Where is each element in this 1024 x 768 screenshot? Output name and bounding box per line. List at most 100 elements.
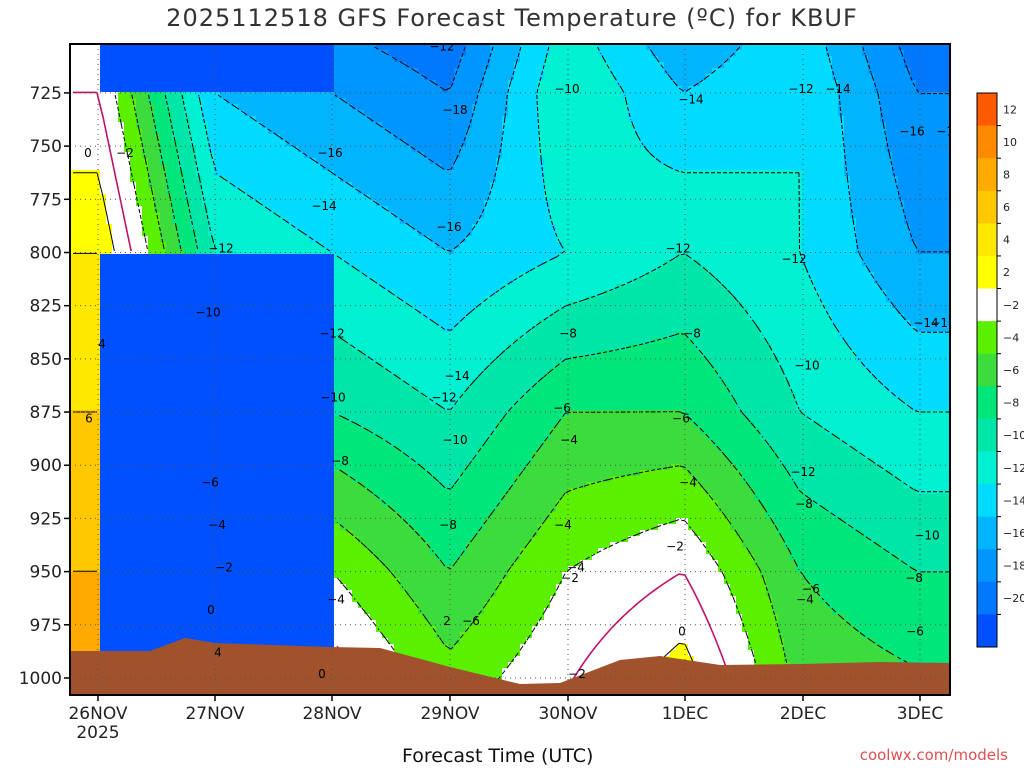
temperature-cell [880, 56, 887, 63]
temperature-cell [274, 56, 281, 63]
temperature-cell [538, 164, 545, 171]
temperature-cell [232, 212, 239, 219]
temperature-cell [736, 140, 743, 147]
temperature-cell [850, 152, 857, 159]
temperature-cell [376, 98, 383, 105]
temperature-cell [196, 182, 203, 189]
temperature-cell [322, 98, 329, 105]
temperature-cell [748, 182, 755, 189]
temperature-cell [364, 80, 371, 87]
temperature-cell [430, 44, 437, 51]
temperature-cell [376, 146, 383, 153]
temperature-cell [250, 44, 257, 51]
temperature-cell [820, 230, 827, 237]
temperature-cell [268, 74, 275, 81]
temperature-cell [808, 236, 815, 243]
temperature-cell [538, 44, 545, 51]
temperature-cell [202, 146, 209, 153]
temperature-cell [940, 92, 947, 99]
temperature-cell [400, 236, 407, 243]
temperature-cell [232, 146, 239, 153]
temperature-cell [82, 224, 89, 231]
temperature-cell [658, 212, 665, 219]
temperature-cell [514, 92, 521, 99]
temperature-cell [328, 182, 335, 189]
temperature-cell [724, 50, 731, 57]
temperature-cell [394, 80, 401, 87]
temperature-cell [142, 224, 149, 231]
temperature-cell [694, 134, 701, 141]
temperature-cell [298, 104, 305, 111]
temperature-cell [256, 116, 263, 123]
temperature-cell [808, 104, 815, 111]
temperature-cell [544, 164, 551, 171]
temperature-cell [514, 242, 521, 249]
temperature-cell [496, 242, 503, 249]
temperature-cell [262, 188, 269, 195]
temperature-cell [712, 194, 719, 201]
temperature-cell [532, 188, 539, 195]
temperature-cell [562, 224, 569, 231]
temperature-cell [88, 164, 95, 171]
temperature-cell [526, 158, 533, 165]
temperature-cell [358, 74, 365, 81]
temperature-cell [196, 68, 203, 75]
temperature-cell [364, 218, 371, 225]
temperature-cell [922, 158, 929, 165]
temperature-cell [910, 158, 917, 165]
temperature-cell [928, 116, 935, 123]
temperature-cell [610, 134, 617, 141]
temperature-cell [928, 230, 935, 237]
temperature-cell [112, 158, 119, 165]
temperature-cell [868, 44, 875, 51]
temperature-cell [670, 218, 677, 225]
temperature-cell [574, 56, 581, 63]
temperature-cell [364, 182, 371, 189]
temperature-cell [148, 158, 155, 165]
temperature-cell [712, 86, 719, 93]
temperature-cell [718, 74, 725, 81]
temperature-cell [604, 128, 611, 135]
temperature-cell [880, 224, 887, 231]
temperature-cell [472, 188, 479, 195]
temperature-cell [418, 122, 425, 129]
temperature-cell [916, 92, 923, 99]
temperature-cell [658, 152, 665, 159]
temperature-cell [574, 98, 581, 105]
temperature-cell [622, 212, 629, 219]
temperature-cell [808, 80, 815, 87]
temperature-cell [904, 116, 911, 123]
temperature-cell [460, 104, 467, 111]
temperature-cell [328, 74, 335, 81]
temperature-cell [232, 152, 239, 159]
temperature-cell [448, 110, 455, 117]
temperature-cell [670, 242, 677, 249]
temperature-cell [520, 200, 527, 207]
temperature-cell [790, 92, 797, 99]
temperature-cell [496, 176, 503, 183]
temperature-cell [88, 188, 95, 195]
temperature-cell [160, 200, 167, 207]
temperature-cell [334, 140, 341, 147]
temperature-cell [676, 62, 683, 69]
temperature-cell [652, 74, 659, 81]
temperature-cell [946, 224, 950, 231]
temperature-cell [556, 116, 563, 123]
temperature-cell [892, 56, 899, 63]
temperature-cell [364, 188, 371, 195]
temperature-cell [658, 110, 665, 117]
temperature-cell [466, 56, 473, 63]
temperature-cell [592, 164, 599, 171]
temperature-cell [544, 62, 551, 69]
temperature-cell [202, 140, 209, 147]
temperature-cell [736, 134, 743, 141]
temperature-cell [856, 80, 863, 87]
temperature-cell [850, 122, 857, 129]
temperature-cell [826, 104, 833, 111]
temperature-cell [112, 68, 119, 75]
temperature-cell [646, 218, 653, 225]
temperature-cell [316, 224, 323, 231]
temperature-cell [934, 44, 941, 51]
temperature-cell [196, 146, 203, 153]
temperature-cell [484, 158, 491, 165]
